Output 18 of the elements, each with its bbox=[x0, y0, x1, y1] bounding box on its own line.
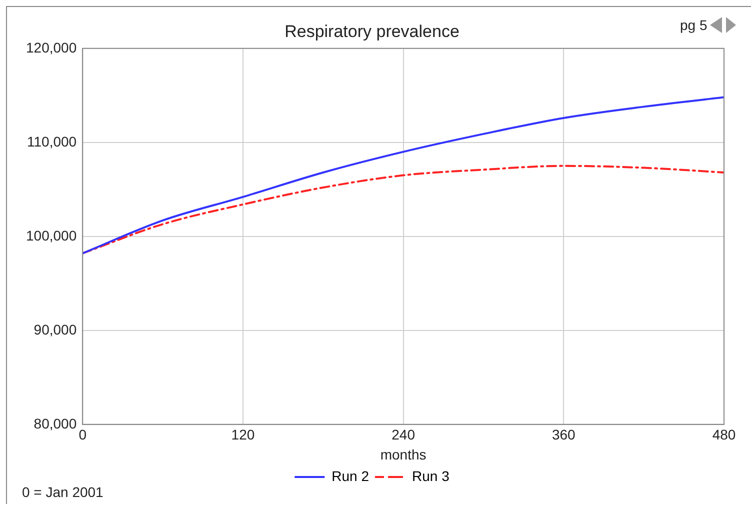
x-tick-label: 120 bbox=[231, 426, 255, 443]
y-tick-label: 110,000 bbox=[27, 133, 77, 150]
chart-title: Respiratory prevalence bbox=[284, 22, 460, 41]
y-tick-label: 120,000 bbox=[26, 39, 77, 56]
y-tick-label: 90,000 bbox=[34, 321, 77, 338]
x-tick-label: 0 bbox=[78, 426, 87, 443]
line-series bbox=[82, 96, 724, 254]
line-series bbox=[82, 164, 724, 254]
x-tick-label: 360 bbox=[552, 426, 576, 443]
x-axis-title: months bbox=[380, 446, 426, 462]
y-tick-label: 100,000 bbox=[26, 227, 77, 244]
text: pg 5 bbox=[680, 17, 708, 33]
legend-label: Run 2 bbox=[332, 468, 370, 484]
text: 0 = Jan 2001 bbox=[22, 484, 104, 500]
y-tick-label: 80,000 bbox=[34, 415, 77, 432]
legend-label: Run 3 bbox=[412, 468, 450, 484]
x-tick-label: 480 bbox=[712, 426, 736, 443]
x-tick-label: 240 bbox=[392, 426, 416, 443]
